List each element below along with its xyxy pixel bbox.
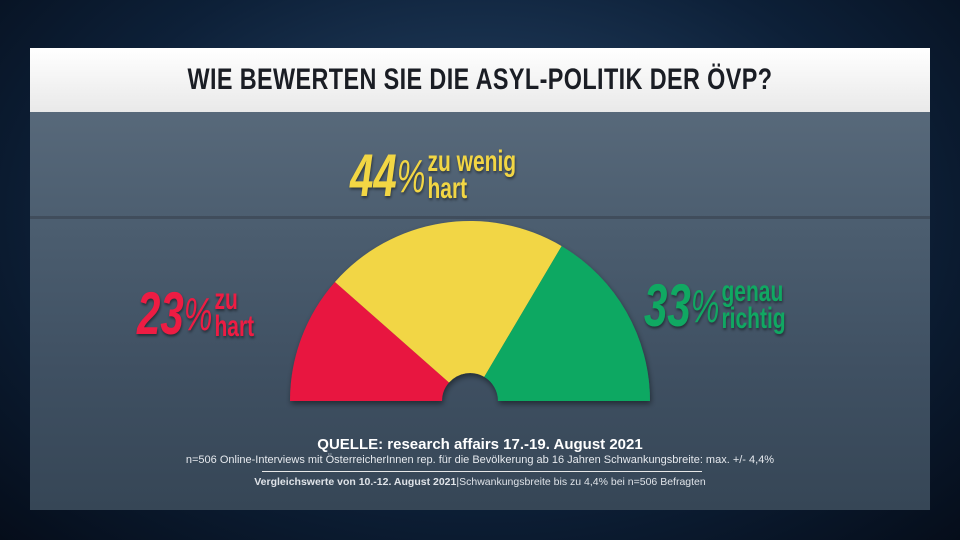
gauge-chart — [290, 221, 650, 401]
gauge-segment-genau-richtig — [484, 246, 650, 401]
value-text: 23 — [137, 280, 184, 347]
percent-sign: % — [690, 280, 720, 332]
percent-sign: % — [396, 150, 426, 202]
label-line: hart — [427, 172, 468, 205]
gauge-segment-zu-hart — [290, 281, 449, 401]
label-zu-wenig-hart: 44% zu wenig hart — [350, 146, 516, 206]
source-details: n=506 Online-Interviews mit Österreicher… — [185, 454, 775, 466]
label-line: richtig — [721, 302, 786, 335]
label-line: zu — [214, 283, 238, 316]
comparison-date: Vergleichswerte von 10.-12. August 2021 — [254, 476, 457, 488]
divider — [262, 471, 702, 472]
percent-sign: % — [183, 288, 213, 340]
value-text: 33 — [644, 272, 691, 339]
barbed-wire-decoration — [30, 216, 930, 219]
label-line: genau — [721, 275, 784, 308]
label-line: zu wenig — [427, 145, 517, 178]
title-bar: WIE BEWERTEN SIE DIE ASYL-POLITIK DER ÖV… — [30, 48, 930, 112]
comparison-details: |Schwankungsbreite bis zu 4,4% bei n=506… — [456, 476, 706, 488]
label-line: hart — [214, 310, 255, 343]
source-title: QUELLE: research affairs 17.-19. August … — [317, 436, 643, 453]
value-text: 44 — [350, 142, 397, 209]
chart-panel: WIE BEWERTEN SIE DIE ASYL-POLITIK DER ÖV… — [30, 48, 930, 510]
comparison-note: Vergleichswerte von 10.-12. August 2021|… — [30, 476, 930, 488]
label-zu-hart: 23% zu hart — [137, 284, 254, 344]
chart-title: WIE BEWERTEN SIE DIE ASYL-POLITIK DER ÖV… — [187, 63, 773, 96]
gauge-segment-zu-wenig-hart — [334, 221, 562, 383]
label-genau-richtig: 33% genau richtig — [644, 276, 786, 336]
